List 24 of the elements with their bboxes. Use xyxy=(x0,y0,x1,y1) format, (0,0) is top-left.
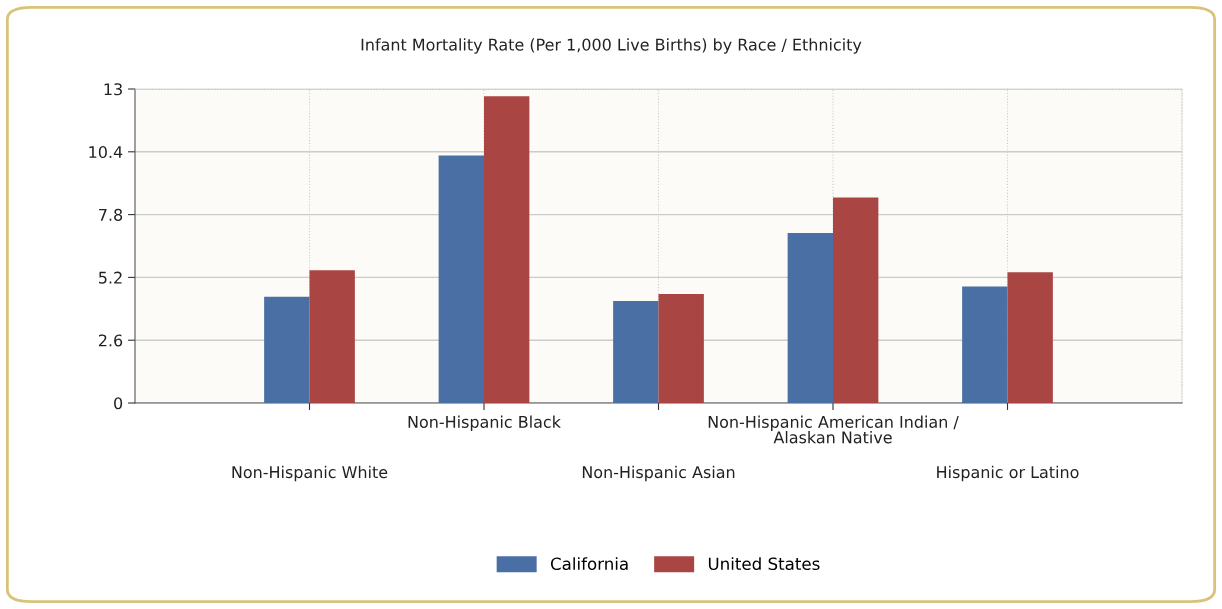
bar xyxy=(484,96,530,403)
bar xyxy=(438,155,484,403)
bar xyxy=(1007,272,1053,403)
x-tick-label: Hispanic or Latino xyxy=(937,465,1079,482)
bar xyxy=(833,197,879,403)
legend-label: California xyxy=(550,557,628,571)
y-tick-label: 13 xyxy=(104,83,122,96)
y-tick-label: 2.6 xyxy=(98,334,123,347)
y-tick-label: 7.8 xyxy=(99,208,123,221)
x-tick-label: Non-Hispanic American Indian / Alaskan Native xyxy=(708,415,959,444)
bar xyxy=(309,270,355,403)
bar xyxy=(613,301,659,403)
bar xyxy=(787,232,833,403)
y-tick-label: 5.2 xyxy=(99,271,122,284)
y-tick-label: 0 xyxy=(114,397,123,410)
y-tick-label: 10.4 xyxy=(89,146,123,159)
x-tick-label: Non-Hispanic Asian xyxy=(582,465,735,482)
bar xyxy=(264,296,310,403)
chart-title: Infant Mortality Rate (Per 1,000 Live Births) by Race / Ethnicity xyxy=(361,38,862,54)
bar xyxy=(962,286,1008,403)
bar xyxy=(658,294,704,403)
x-tick-label: Non-Hispanic White xyxy=(232,465,388,482)
legend-label: United States xyxy=(708,557,820,571)
x-tick-label: Non-Hispanic Black xyxy=(408,415,561,432)
